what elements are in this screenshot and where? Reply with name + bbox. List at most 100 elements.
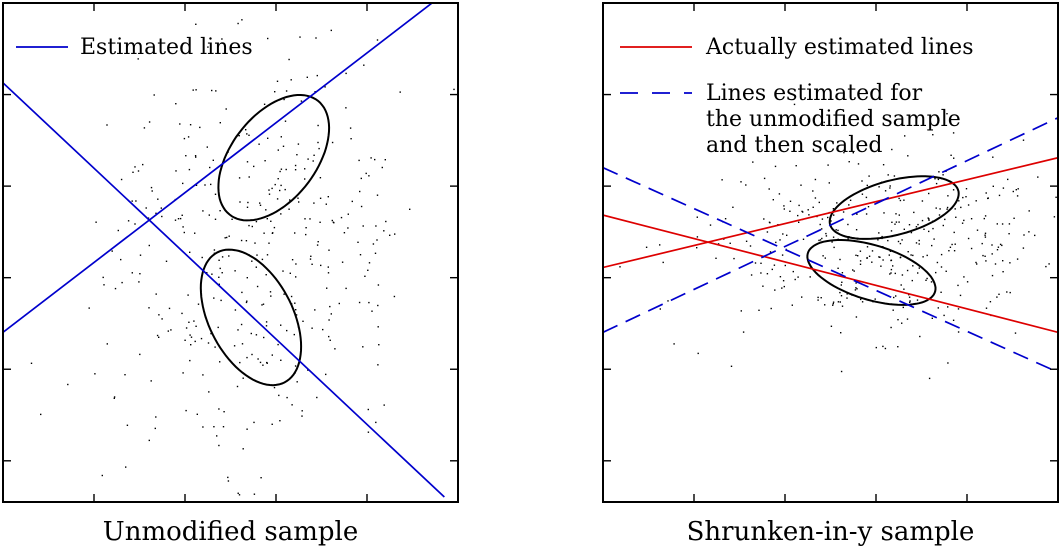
scatter-point [206, 146, 208, 148]
legend: Actually estimated lines Lines estimated … [620, 35, 973, 158]
scatter-point [290, 79, 292, 81]
scatter-point [750, 274, 753, 276]
scatter-point [902, 306, 904, 309]
scatter-point [295, 314, 298, 316]
scaled-line [603, 166, 1058, 374]
scatter-point [182, 372, 184, 374]
scatter-point [274, 91, 276, 93]
scatter-point [242, 448, 244, 450]
scatter-point [280, 324, 282, 326]
scatter-point [935, 271, 937, 274]
scatter-point [190, 344, 192, 346]
scatter-point [221, 256, 224, 258]
scatter-point [280, 168, 283, 170]
scatter-point [375, 225, 377, 227]
scatter-point [1048, 263, 1050, 265]
scatter-point [842, 211, 845, 213]
scatter-point [817, 299, 819, 301]
scatter-point [881, 235, 883, 238]
scatter-point [928, 218, 930, 220]
scatter-point [187, 136, 190, 138]
scatter-point [947, 306, 949, 308]
scatter-point [154, 427, 156, 430]
scatter-point [835, 229, 837, 231]
scatter-point [125, 466, 127, 468]
scatter-point [124, 374, 126, 376]
scatter-point [102, 276, 104, 279]
scatter-point [301, 415, 303, 417]
scatter-point [891, 221, 893, 223]
cluster-ellipse [806, 239, 937, 306]
scatter-point [265, 321, 268, 323]
scatter-point [981, 242, 983, 245]
scatter-point [208, 391, 210, 393]
scatter-point [182, 182, 184, 185]
scatter-point [317, 124, 319, 127]
axis-ticks [3, 3, 458, 502]
scatter-point [645, 246, 648, 248]
scatter-point [998, 194, 1001, 197]
scatter-point [95, 221, 97, 223]
scatter-point [259, 202, 261, 204]
scatter-point [814, 197, 817, 199]
scatter-point [257, 358, 259, 360]
scatter-point [827, 216, 829, 219]
scatter-point [791, 304, 793, 306]
scatter-point [619, 266, 621, 268]
scatter-point [266, 254, 269, 256]
scatter-point [1012, 190, 1014, 193]
scatter-point [307, 158, 309, 160]
scatter-point [389, 234, 391, 236]
scatter-point [771, 268, 773, 271]
scatter-point [857, 255, 859, 257]
scatter-point [809, 276, 811, 278]
scatter-point [227, 480, 230, 482]
scatter-point [906, 318, 909, 320]
scatter-point [297, 143, 300, 145]
scatter-point [260, 477, 262, 479]
scatter-point [331, 141, 334, 144]
scatter-point [901, 239, 903, 241]
scatter-point [288, 58, 290, 61]
scatter-point [330, 313, 332, 315]
scatter-point [919, 335, 921, 338]
scatter-point [899, 256, 902, 258]
scatter-point [954, 208, 956, 210]
scatter-point [196, 413, 198, 415]
scatter-point [259, 204, 262, 206]
scatter-point [214, 193, 217, 195]
scatter-point [890, 326, 892, 329]
scatter-point [265, 274, 267, 276]
scatter-point [823, 121, 825, 124]
scatter-point [101, 474, 103, 477]
scatter-point [288, 208, 290, 210]
scatter-point [963, 219, 965, 222]
scatter-point [1001, 244, 1003, 247]
scatter-point [965, 188, 968, 190]
scatter-point [857, 163, 860, 165]
scatter-point [901, 322, 903, 324]
scatter-point [305, 233, 307, 236]
scatter-point [887, 239, 889, 242]
scatter-point [188, 321, 190, 323]
scatter-point [143, 127, 146, 129]
scatter-point [953, 157, 955, 159]
estimated-line [603, 156, 1058, 269]
scatter-point [781, 287, 783, 289]
scatter-point [195, 23, 197, 25]
scatter-point [1017, 188, 1019, 190]
scatter-point [295, 263, 297, 265]
scatter-point [200, 337, 203, 340]
scatter-point [219, 122, 221, 124]
scatter-point [279, 420, 281, 422]
scatter-point [316, 74, 318, 77]
scatter-point [888, 254, 890, 256]
scatter-point [797, 214, 799, 217]
scatter-point [975, 200, 977, 202]
scatter-point [1002, 271, 1004, 273]
scatter-point [782, 280, 785, 282]
scatter-point [238, 177, 241, 179]
scatter-point [921, 219, 924, 222]
scatter-point [237, 492, 239, 494]
